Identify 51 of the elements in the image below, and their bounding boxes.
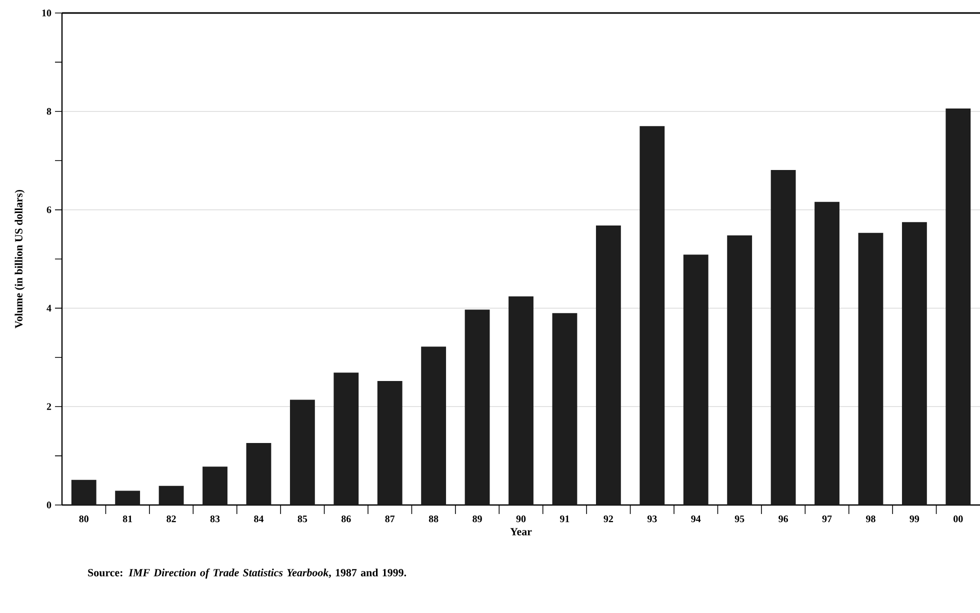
x-tick-label: 96 xyxy=(778,516,788,522)
y-axis-title: Volume (in billion US dollars) xyxy=(14,190,25,328)
x-tick-label: 87 xyxy=(385,516,395,522)
bar xyxy=(290,400,315,505)
x-tick-label: 84 xyxy=(254,516,264,522)
source-note: Source: IMF Direction of Trade Statistics Yearbook, 1987 and 1999. xyxy=(88,568,406,579)
bar xyxy=(377,381,402,505)
bar xyxy=(115,490,140,505)
bar xyxy=(683,254,708,505)
x-tick-label: 95 xyxy=(734,516,744,522)
x-tick-label: 90 xyxy=(516,516,526,522)
bar xyxy=(508,296,534,505)
bar xyxy=(858,232,884,505)
x-tick-label: 80 xyxy=(79,516,88,522)
bar xyxy=(552,313,578,505)
bar xyxy=(464,310,490,505)
x-tick-label: 92 xyxy=(604,516,613,522)
bar xyxy=(246,443,272,505)
x-tick-label: 99 xyxy=(910,516,920,522)
y-tick-label: 10 xyxy=(42,10,52,16)
bar xyxy=(71,480,96,505)
x-tick-label: 93 xyxy=(647,516,657,522)
x-tick-label: 88 xyxy=(428,516,438,522)
x-tick-label: 89 xyxy=(472,516,482,522)
x-tick-label: 86 xyxy=(341,516,351,522)
bar xyxy=(727,235,752,505)
bar xyxy=(596,226,621,505)
x-tick-label: 83 xyxy=(210,516,220,522)
bar xyxy=(946,108,971,505)
bar xyxy=(421,346,446,505)
y-tick-label: 4 xyxy=(46,304,52,312)
x-tick-label: 85 xyxy=(298,516,308,522)
x-tick-label: 97 xyxy=(822,516,832,522)
bar xyxy=(640,126,665,505)
x-tick-label: 98 xyxy=(866,516,876,522)
y-tick-label: 8 xyxy=(46,108,52,115)
x-tick-label: 00 xyxy=(954,516,963,522)
x-tick-label: 81 xyxy=(122,516,132,522)
bar xyxy=(334,372,359,505)
x-axis-title: Year xyxy=(510,528,532,536)
y-tick-label: 6 xyxy=(46,206,52,214)
bar xyxy=(902,222,927,505)
bar xyxy=(770,170,796,505)
bar xyxy=(814,202,840,505)
y-tick-label: 2 xyxy=(46,403,52,410)
x-tick-label: 94 xyxy=(691,516,701,522)
bar xyxy=(158,486,184,505)
y-tick-label: 0 xyxy=(46,502,52,508)
x-tick-label: 91 xyxy=(560,516,570,522)
bar xyxy=(202,466,228,505)
x-tick-label: 82 xyxy=(166,516,176,522)
